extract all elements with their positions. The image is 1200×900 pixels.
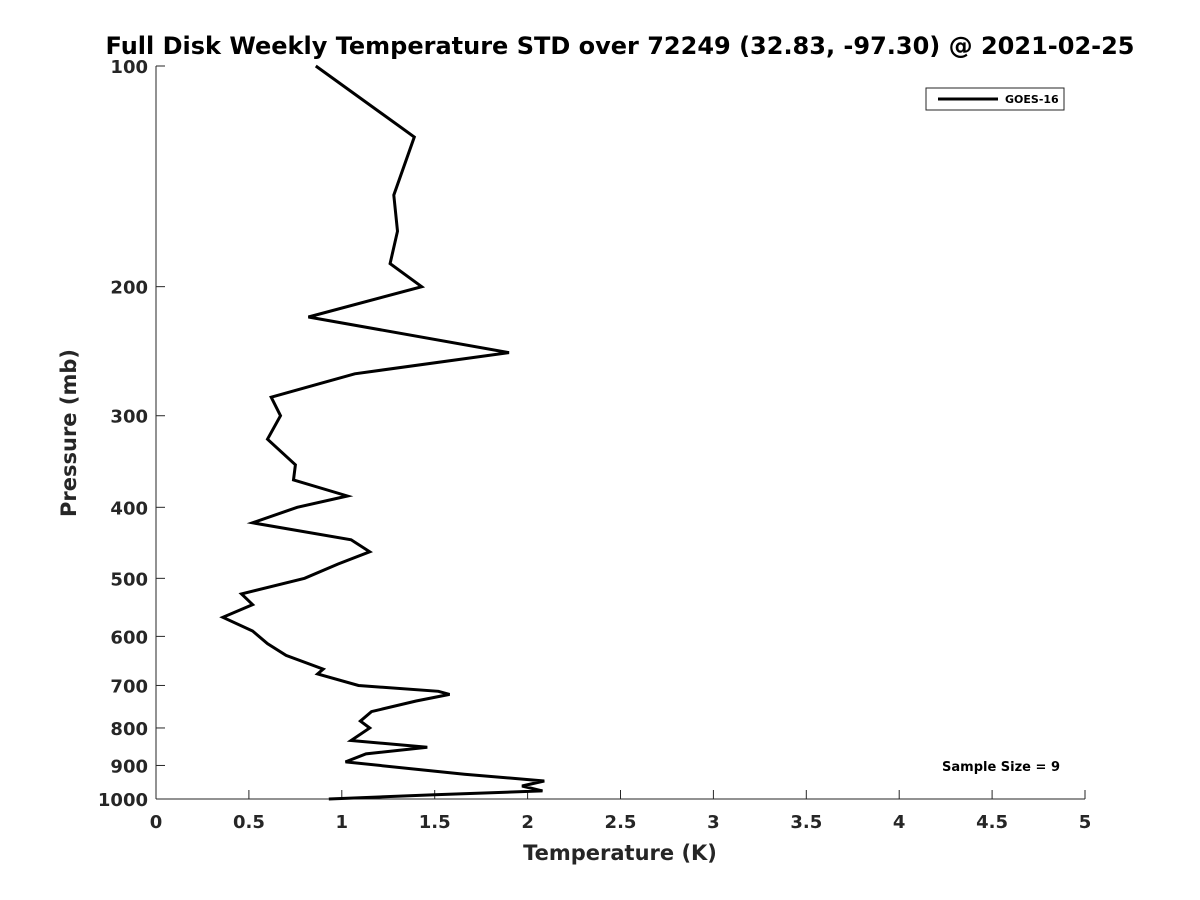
x-tick-label: 3.5 (790, 812, 822, 833)
x-tick-label: 0.5 (233, 812, 265, 833)
legend: GOES-16 (925, 87, 1065, 111)
series-line-goes-16 (219, 64, 545, 801)
x-tick-label: 2 (521, 812, 534, 833)
y-tick-label: 1000 (98, 790, 148, 811)
series-group (219, 64, 545, 801)
x-tick-label: 2.5 (605, 812, 637, 833)
x-axis-label: Temperature (K) (523, 841, 717, 865)
y-tick-label: 800 (110, 719, 148, 740)
x-axis-ticks: 0 0.5 1 1.5 2 2.5 3 3.5 4 4.5 5 (150, 790, 1092, 833)
y-tick-label: 100 (110, 57, 148, 78)
y-tick-label: 900 (110, 756, 148, 777)
y-tick-label: 500 (110, 569, 148, 590)
x-tick-label: 4.5 (976, 812, 1008, 833)
axes (155, 66, 1085, 800)
x-tick-label: 0 (150, 812, 163, 833)
y-axis-label: Pressure (mb) (57, 349, 81, 517)
sample-size-annotation: Sample Size = 9 (942, 760, 1060, 775)
x-tick-label: 1 (336, 812, 349, 833)
x-tick-label: 1.5 (419, 812, 451, 833)
y-tick-label: 600 (110, 627, 148, 648)
chart-title: Full Disk Weekly Temperature STD over 72… (106, 32, 1135, 60)
y-axis-ticks: 100 200 300 400 500 600 700 800 900 1000 (98, 57, 165, 811)
x-tick-label: 4 (893, 812, 906, 833)
y-tick-label: 300 (110, 407, 148, 428)
x-tick-label: 3 (707, 812, 720, 833)
y-tick-label: 700 (110, 676, 148, 697)
x-tick-label: 5 (1079, 812, 1092, 833)
legend-label-goes-16: GOES-16 (1005, 93, 1059, 106)
y-tick-label: 400 (110, 498, 148, 519)
y-tick-label: 200 (110, 278, 148, 299)
